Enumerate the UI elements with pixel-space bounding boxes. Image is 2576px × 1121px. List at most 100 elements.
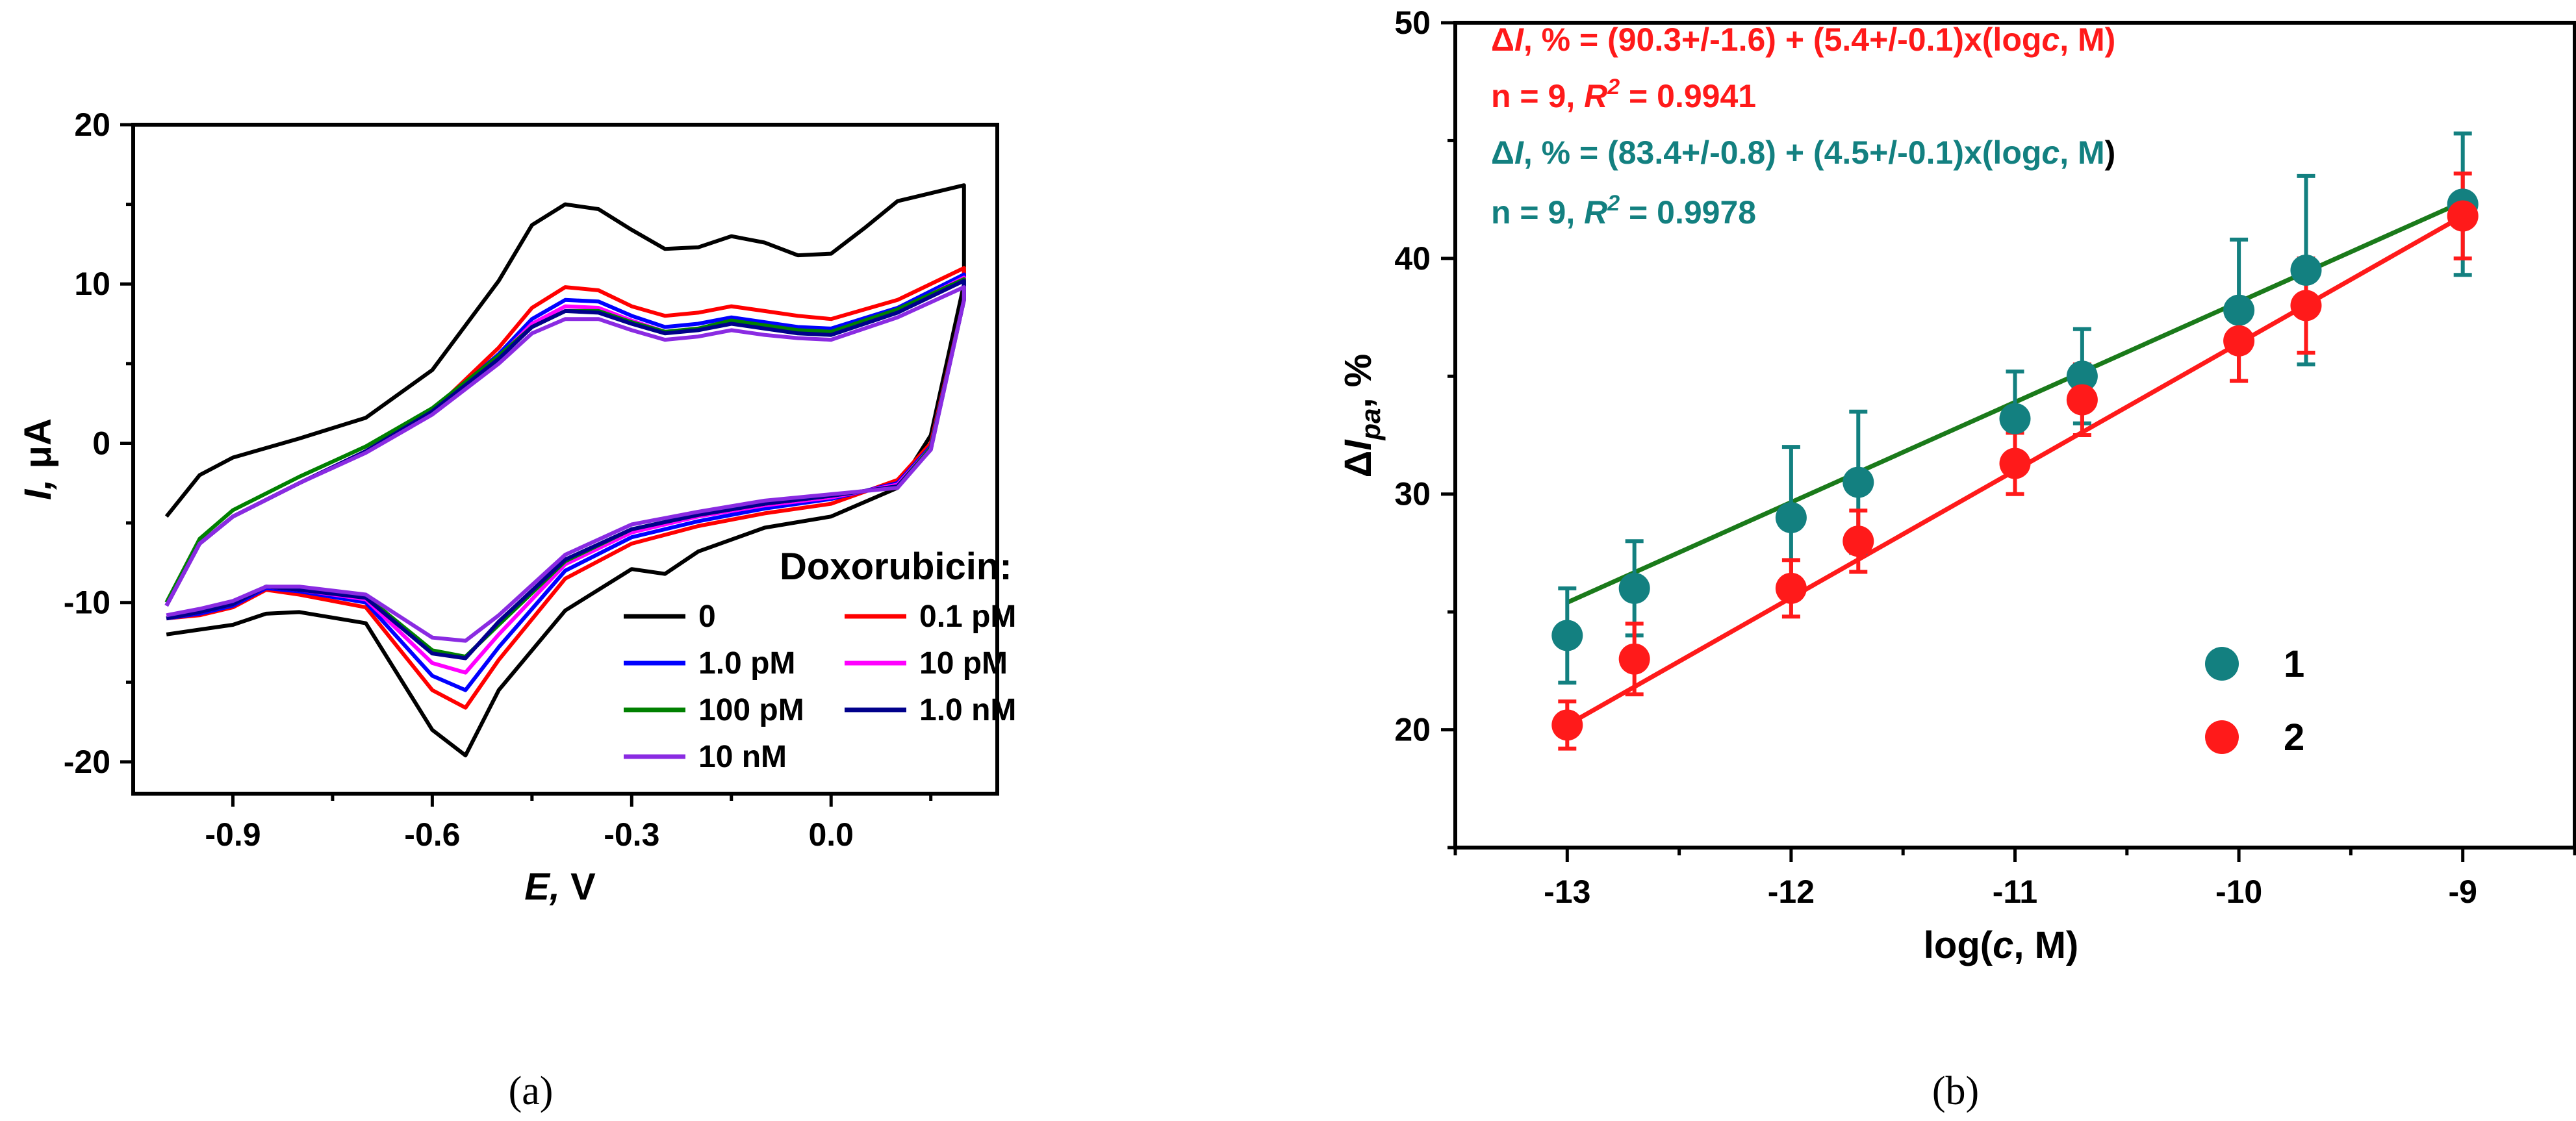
annotation-eq-1-var2: c <box>2041 134 2060 171</box>
data-point-1 <box>1999 403 2031 435</box>
data-point-1 <box>2066 360 2098 392</box>
cv-curve-0-1-pm <box>164 266 966 710</box>
annotation-r2-2-n: n = 9, <box>1491 78 1584 114</box>
panel-a-xtick-label: 0.0 <box>808 816 854 853</box>
data-point-2 <box>1999 447 2031 479</box>
panel-a-xlabel: E, V <box>524 866 596 908</box>
panel-a-ytick-label: -10 <box>64 585 110 621</box>
annotation-eq-1-delta: Δ <box>1491 134 1514 171</box>
legend-label-1-0-nm: 1.0 nM <box>919 693 1016 727</box>
annotation-r2-2-val: = 0.9941 <box>1620 78 1756 114</box>
annotation-eq-2-var2: c <box>2041 21 2060 58</box>
panel-b-legend: 1 2 <box>2205 643 2304 759</box>
panel-b-ylabel: ΔIpa, % <box>1337 354 1386 478</box>
panel-a-ytick-label: 0 <box>92 425 110 461</box>
panel-b-xtick-label: -13 <box>1544 874 1590 910</box>
annotation-r2-1-r: R <box>1584 194 1607 231</box>
annotation-eq-2-body: , % = (90.3+/-1.6) + (5.4+/-0.1)x(log <box>1524 21 2042 58</box>
legend-label-10-nm: 10 nM <box>698 740 787 774</box>
annotation-r2-1: n = 9, R2 = 0.9978 <box>1491 191 1756 231</box>
legend-title: Doxorubicin: <box>780 546 1012 588</box>
legend-label-100-pm: 100 pM <box>698 693 804 727</box>
data-point-2 <box>2447 200 2479 232</box>
data-point-2 <box>2290 290 2322 321</box>
panel-b-xtick-label: -10 <box>2215 874 2262 910</box>
data-point-2 <box>2223 325 2255 357</box>
panel-a-xlabel-var: E, <box>524 866 560 908</box>
annotation-r2-2-r: R <box>1584 78 1607 114</box>
data-point-2 <box>1618 643 1650 675</box>
annotation-r2-2: n = 9, R2 = 0.9941 <box>1491 75 1756 114</box>
cv-curve-0 <box>164 183 966 758</box>
cv-curve-10-nm <box>164 285 966 643</box>
panel-a-curves <box>164 183 966 758</box>
panel-b-ytick-label: 20 <box>1394 712 1431 748</box>
annotation-r2-1-val: = 0.9978 <box>1620 194 1756 231</box>
panel-b-ylabel-delta: Δ <box>1337 451 1379 478</box>
panel-a-ylabel-var: I, <box>17 479 59 500</box>
cv-curve-1-0-nm <box>164 279 966 661</box>
legend-label-1: 1 <box>2284 643 2304 685</box>
annotation-r2-2-sup: 2 <box>1607 75 1620 99</box>
panel-b-ticks: -13 -12 -11 -10 -9 50 40 30 20 <box>1394 5 2576 910</box>
annotation-eq-1-end: , M <box>2060 134 2104 171</box>
panel-a-ylabel-unit: μA <box>17 418 59 479</box>
panel-b-ytick-label: 50 <box>1394 5 1431 41</box>
panel-a-xlabel-unit: V <box>560 866 596 908</box>
panel-b-xlabel: log(c, M) <box>1924 924 2078 966</box>
panel-b-points <box>1551 188 2479 741</box>
panel-a-ticks: -0.9 -0.6 -0.3 0.0 20 10 0 -10 -20 <box>64 107 933 853</box>
panel-b-ytick-label: 30 <box>1394 476 1431 512</box>
legend-marker-1 <box>2205 647 2239 681</box>
panel-b-caption: (b) <box>1932 1069 1979 1113</box>
annotation-r2-1-sup: 2 <box>1607 191 1620 216</box>
panel-b-ylabel-post: , % <box>1337 354 1379 409</box>
panel-a-ytick-label: -20 <box>64 744 110 780</box>
panel-a-ylabel: I, μA <box>17 418 59 500</box>
panel-b-ylabel-sub: pa <box>1355 408 1386 440</box>
data-point-2 <box>1551 709 1583 741</box>
panel-a-legend: Doxorubicin: 0 0.1 pM 1.0 pM 10 pM 100 pM 1.0… <box>624 546 1016 774</box>
annotation-eq-2-var: I <box>1514 21 1524 58</box>
data-point-1 <box>1618 572 1650 604</box>
annotation-eq-1: ΔI, % = (83.4+/-0.8) + (4.5+/-0.1)x(logc… <box>1491 134 2115 171</box>
panel-b-xtick-label: -11 <box>1993 874 2038 910</box>
panel-b-xlabel-var: c <box>1993 924 2013 966</box>
panel-a-xtick-label: -0.9 <box>205 816 261 853</box>
data-point-1 <box>1843 466 1874 498</box>
legend-label-0: 0 <box>698 599 716 634</box>
data-point-1 <box>2290 255 2322 286</box>
panel-b-xtick-label: -12 <box>1768 874 1815 910</box>
panel-a-ytick-label: 10 <box>74 266 110 302</box>
annotation-eq-1-close: ) <box>2105 134 2116 171</box>
annotation-eq-2: ΔI, % = (90.3+/-1.6) + (5.4+/-0.1)x(logc… <box>1491 21 2115 58</box>
cv-curve-100-pm <box>164 277 966 659</box>
legend-label-2: 2 <box>2284 716 2304 759</box>
legend-label-1-0-pm: 1.0 pM <box>698 646 795 681</box>
legend-label-0-1-pm: 0.1 pM <box>919 599 1016 634</box>
panel-a-ytick-label: 20 <box>74 107 110 143</box>
panel-a-cyclic-voltammogram: -0.9 -0.6 -0.3 0.0 20 10 0 -10 -20 I, μA E, V Do… <box>17 107 1016 1113</box>
panel-a-xtick-label: -0.6 <box>404 816 460 853</box>
annotation-eq-2-delta: Δ <box>1491 21 1514 58</box>
legend-marker-2 <box>2205 720 2239 754</box>
annotation-eq-2-end: , M) <box>2060 21 2115 58</box>
data-point-2 <box>1843 525 1874 557</box>
annotation-eq-1-body: , % = (83.4+/-0.8) + (4.5+/-0.1)x(log <box>1524 134 2042 171</box>
panel-b-ylabel-var: I <box>1337 439 1379 451</box>
panel-b-ytick-label: 40 <box>1394 240 1431 277</box>
data-point-2 <box>1775 572 1807 604</box>
data-point-1 <box>2223 294 2255 326</box>
annotation-eq-1-var: I <box>1514 134 1524 171</box>
panel-b-xlabel-pre: log( <box>1924 924 1993 966</box>
data-point-2 <box>2066 384 2098 416</box>
legend-label-10-pm: 10 pM <box>919 646 1008 681</box>
annotation-r2-1-n: n = 9, <box>1491 194 1584 231</box>
data-point-1 <box>1775 502 1807 533</box>
panel-b-xlabel-post: , M) <box>2013 924 2078 966</box>
panel-a-frame <box>131 123 999 796</box>
legend-entries: 0 0.1 pM 1.0 pM 10 pM 100 pM 1.0 nM 10 nM <box>624 599 1016 774</box>
data-point-1 <box>1551 620 1583 651</box>
